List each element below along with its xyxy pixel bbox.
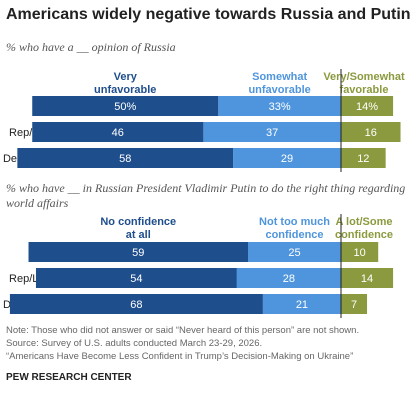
- pew-logo-text: PEW RESEARCH CENTER: [6, 372, 132, 383]
- chart2-bar-3-right-1: [341, 294, 368, 314]
- chart1-value-label-1-1: 50%: [114, 101, 136, 113]
- chart2-bar-2-1: [35, 268, 237, 288]
- chart1-legend-right-1-line-2: favorable: [340, 84, 389, 96]
- chart2-bar-3-1: [9, 294, 263, 314]
- footer-source: Source: Survey of U.S. adults conducted …: [6, 338, 263, 349]
- putin-confidence-subtitle: % who have __ in Russian President Vladi…: [6, 181, 406, 210]
- chart2-bar-3-2: [262, 294, 341, 314]
- chart-title: Americans widely negative towards Russia…: [6, 6, 411, 23]
- chart1-legend-2-line-1: Somewhat: [252, 71, 307, 83]
- chart2-value-label-3-1: 68: [130, 299, 142, 311]
- chart1-bar-3-1: [17, 148, 234, 168]
- chart2-value-label-1-1: 59: [132, 247, 144, 259]
- chart1-value-label-2-right-1: 16: [365, 127, 377, 139]
- chart1-bar-1-right-1: [341, 96, 394, 116]
- chart1-legend-1-line-2: unfavorable: [94, 84, 156, 96]
- chart2-bar-1-2: [248, 242, 341, 262]
- chart2-value-label-2-1: 54: [130, 273, 142, 285]
- chart2-value-label-1-2: 25: [288, 247, 300, 259]
- chart2-bar-1-right-1: [341, 242, 379, 262]
- chart1-legend-right-1-line-1: Very/Somewhat: [323, 71, 405, 83]
- chart1-bar-2-right-1: [341, 122, 401, 142]
- chart2-legend-right-1-line-2: confidence: [335, 229, 393, 241]
- chart2-value-label-2-2: 28: [283, 273, 295, 285]
- chart2-legend-2-line-2: confidence: [265, 229, 323, 241]
- chart1-bar-2-2: [203, 122, 341, 142]
- russia-opinion-subtitle: % who have a __ opinion of Russia: [6, 40, 176, 54]
- chart1-bar-2-1: [32, 122, 204, 142]
- chart1-value-label-3-right-1: 12: [357, 153, 369, 165]
- footer-report: “Americans Have Become Less Confident in…: [6, 351, 354, 362]
- chart1-value-label-3-2: 29: [281, 153, 293, 165]
- chart1-bar-3-2: [233, 148, 341, 168]
- chart2-legend-1-line-1: No confidence: [100, 216, 176, 228]
- chart2-bar-2-right-1: [341, 268, 394, 288]
- chart2-legend-right-1-line-1: A lot/Some: [335, 216, 392, 228]
- chart2-value-label-1-right-1: 10: [353, 247, 365, 259]
- chart2-legend-2-line-1: Not too much: [259, 216, 330, 228]
- chart1-legend-2-line-2: unfavorable: [248, 84, 310, 96]
- chart1-value-label-1-right-1: 14%: [356, 101, 378, 113]
- chart2-bar-2-2: [236, 268, 341, 288]
- chart1-value-label-3-1: 58: [119, 153, 131, 165]
- chart1-bar-1-2: [218, 96, 341, 116]
- chart1-value-label-2-2: 37: [266, 127, 278, 139]
- chart2-legend-1-line-2: at all: [126, 229, 151, 241]
- chart2-value-label-3-2: 21: [296, 299, 308, 311]
- chart1-bar-1-1: [32, 96, 219, 116]
- footer-note: Note: Those who did not answer or said “…: [6, 325, 360, 336]
- chart1-legend-1-line-1: Very: [114, 71, 138, 83]
- chart1-bar-3-right-1: [341, 148, 386, 168]
- chart2-value-label-3-right-1: 7: [351, 299, 357, 311]
- chart1-value-label-1-2: 33%: [269, 101, 291, 113]
- chart2-value-label-2-right-1: 14: [361, 273, 373, 285]
- chart2-bar-1-1: [28, 242, 248, 262]
- chart1-value-label-2-1: 46: [112, 127, 124, 139]
